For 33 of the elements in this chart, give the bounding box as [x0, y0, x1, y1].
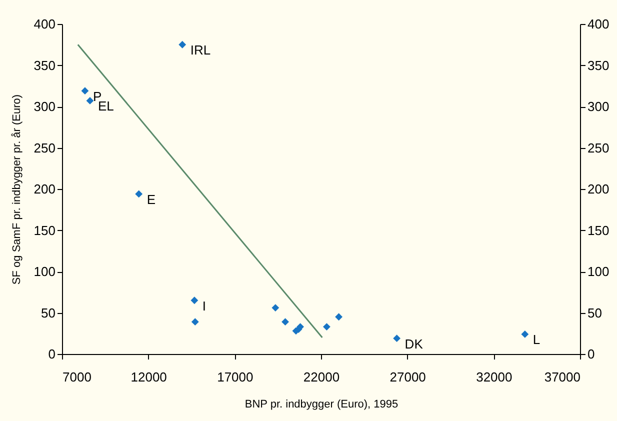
y-tick-label: 200 — [34, 182, 56, 196]
annotation: DK — [404, 336, 424, 352]
x-tick-label: 12000 — [130, 370, 167, 384]
annotation: IRL — [190, 42, 211, 58]
x-tick-label: 7000 — [62, 370, 92, 384]
x-axis-title: BNP pr. indbygger (Euro), 1995 — [244, 398, 398, 410]
annotation: I — [202, 298, 206, 314]
y2-tick-label: 50 — [588, 305, 602, 320]
y-tick-label: 300 — [34, 99, 56, 114]
annotation: EL — [98, 98, 114, 114]
x-tick-label: 27000 — [390, 370, 426, 384]
annotation: L — [532, 332, 540, 348]
y2-tick-label: 100 — [588, 264, 610, 279]
y-axis-title: SF og SamF pr. indbygger pr. år (Euro) — [10, 94, 23, 285]
y2-tick-label: 150 — [588, 222, 610, 238]
y-tick-label: 100 — [34, 264, 56, 279]
y2-tick-label: 400 — [588, 16, 610, 32]
y2-tick-label: 250 — [588, 140, 610, 156]
y2-tick-label: 0 — [588, 346, 595, 362]
y-tick-label: 350 — [34, 58, 56, 73]
x-tick-label: 37000 — [544, 370, 580, 384]
y-tick-label: 50 — [41, 305, 56, 320]
y2-tick-label: 200 — [588, 182, 610, 196]
y2-tick-label: 300 — [588, 99, 610, 114]
y-tick-label: 150 — [34, 222, 56, 238]
y-tick-label: 250 — [34, 140, 56, 156]
x-tick-label: 32000 — [476, 370, 512, 384]
x-tick-label: 17000 — [217, 370, 254, 384]
x-tick-label: 22000 — [303, 370, 340, 384]
y2-tick-label: 350 — [588, 58, 610, 73]
y-tick-label: 400 — [34, 16, 56, 32]
y-tick-label: 0 — [48, 346, 56, 362]
annotation: E — [146, 192, 156, 207]
